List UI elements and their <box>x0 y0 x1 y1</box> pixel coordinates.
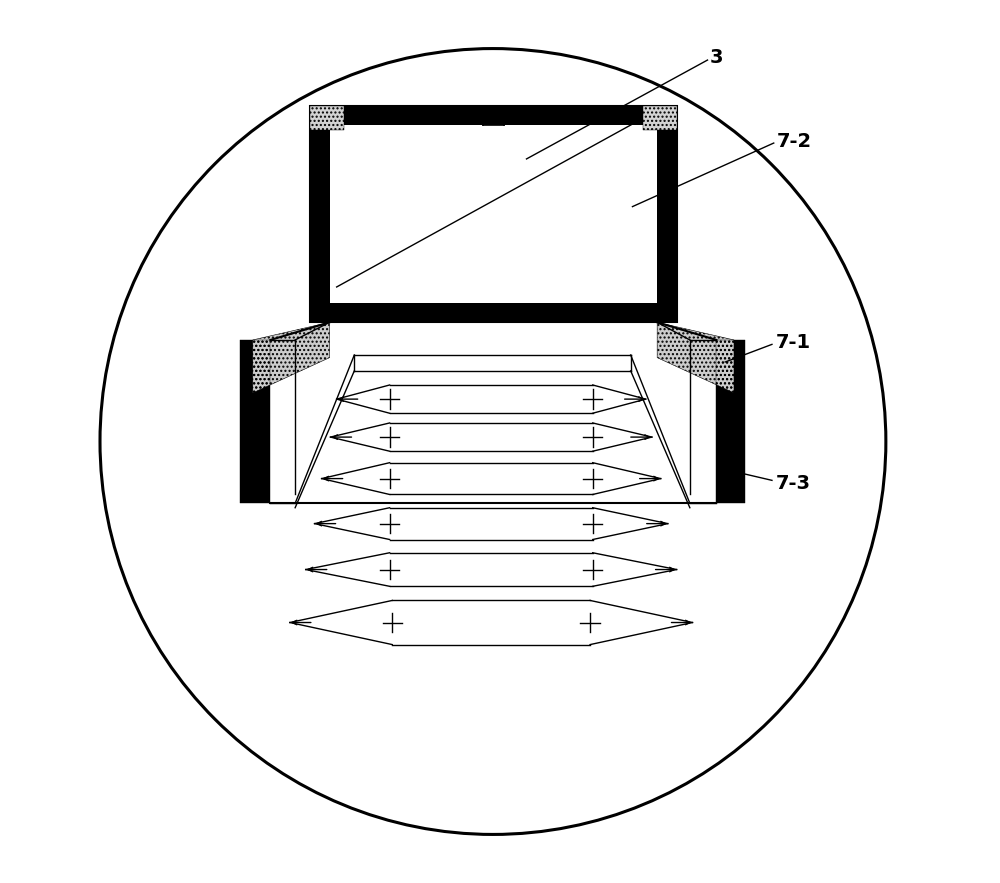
Bar <box>240 340 270 503</box>
Bar <box>657 106 677 322</box>
Bar <box>310 106 330 322</box>
Bar <box>310 106 344 130</box>
Bar <box>716 340 745 503</box>
Bar <box>240 340 270 503</box>
Bar <box>310 303 677 322</box>
Text: 7-3: 7-3 <box>775 474 810 494</box>
Text: 3: 3 <box>710 48 724 67</box>
Text: 7-1: 7-1 <box>775 333 811 352</box>
Bar <box>310 106 677 322</box>
Bar <box>716 340 745 503</box>
Bar <box>330 125 657 303</box>
Polygon shape <box>253 322 330 393</box>
Polygon shape <box>657 322 734 393</box>
Bar <box>310 106 677 125</box>
Bar <box>643 106 677 130</box>
Text: 7-2: 7-2 <box>776 132 812 151</box>
